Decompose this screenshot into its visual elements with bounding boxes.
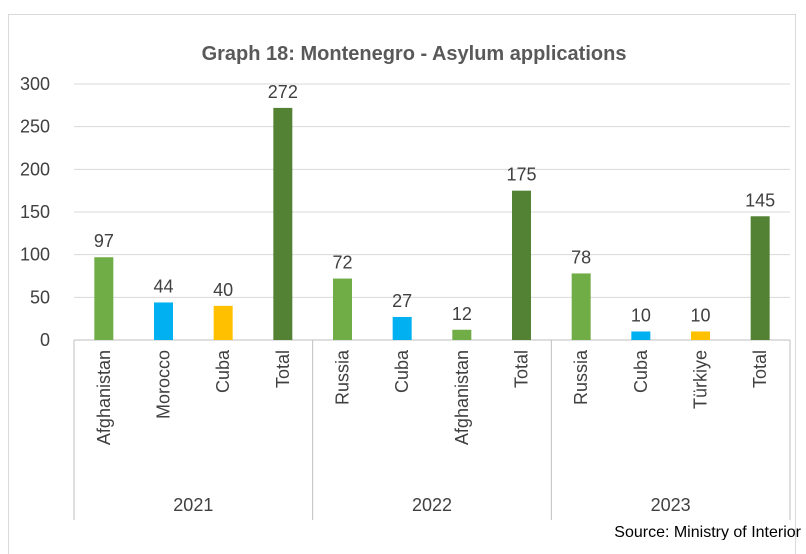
y-tick-label: 50 (30, 287, 50, 307)
bar-morocco (154, 302, 173, 340)
category-label: Total (273, 350, 293, 388)
y-tick-label: 250 (20, 117, 50, 137)
category-label: Morocco (154, 350, 174, 419)
data-label: 78 (571, 247, 591, 267)
y-tick-label: 200 (20, 159, 50, 179)
category-label: Cuba (392, 349, 412, 393)
gridlines (74, 83, 790, 341)
y-axis: 0 50 100 150 200 250 300 (20, 74, 50, 350)
bar-total (750, 216, 770, 340)
category-label: Total (512, 350, 532, 388)
bar-total (273, 107, 293, 340)
category-label: Türkiye (691, 350, 711, 409)
group-label: 2021 (173, 495, 213, 515)
bar-cuba (392, 316, 412, 340)
bar-türkiye (691, 331, 710, 340)
bar-russia (333, 278, 352, 340)
bar-cuba (213, 305, 233, 340)
category-label: Cuba (213, 349, 233, 393)
data-label: 40 (213, 280, 233, 300)
bars (94, 107, 770, 340)
group-labels: 2021 2022 2023 (173, 495, 690, 515)
category-label: Total (750, 350, 770, 388)
category-label: Russia (333, 349, 353, 405)
data-label: 27 (392, 291, 412, 311)
category-labels: Afghanistan Morocco Cuba Total Russia Cuba Afg… (73, 340, 791, 520)
y-tick-label: 0 (40, 330, 50, 350)
data-label: 10 (690, 305, 710, 325)
bar-cuba (631, 331, 651, 340)
data-label: 97 (94, 231, 114, 251)
data-labels: 97 44 40 272 72 27 12 175 78 10 10 145 (94, 82, 775, 326)
bar-afghanistan (452, 329, 472, 340)
category-label: Russia (571, 349, 591, 405)
data-label: 10 (631, 305, 651, 325)
chart-frame (8, 14, 796, 554)
bar-chart: Graph 18: Montenegro - Asylum applicatio… (20, 43, 802, 540)
bar-afghanistan (94, 257, 114, 340)
data-label: 12 (452, 304, 472, 324)
category-label: Afghanistan (452, 350, 472, 445)
bar-russia (571, 273, 591, 340)
data-label: 44 (153, 276, 173, 296)
data-label: 72 (332, 253, 352, 273)
group-label: 2023 (651, 495, 691, 515)
data-label: 175 (506, 165, 536, 185)
category-label: Cuba (631, 349, 651, 393)
source-note: Source: Ministry of Interior (614, 524, 801, 540)
y-tick-label: 300 (20, 74, 50, 94)
group-label: 2022 (412, 495, 452, 515)
y-tick-label: 150 (20, 202, 50, 222)
data-label: 272 (268, 82, 298, 102)
data-label: 145 (745, 190, 775, 210)
chart-title: Graph 18: Montenegro - Asylum applicatio… (202, 43, 627, 65)
y-tick-label: 100 (20, 245, 50, 265)
bar-total (512, 190, 531, 340)
category-label: Afghanistan (94, 350, 114, 445)
